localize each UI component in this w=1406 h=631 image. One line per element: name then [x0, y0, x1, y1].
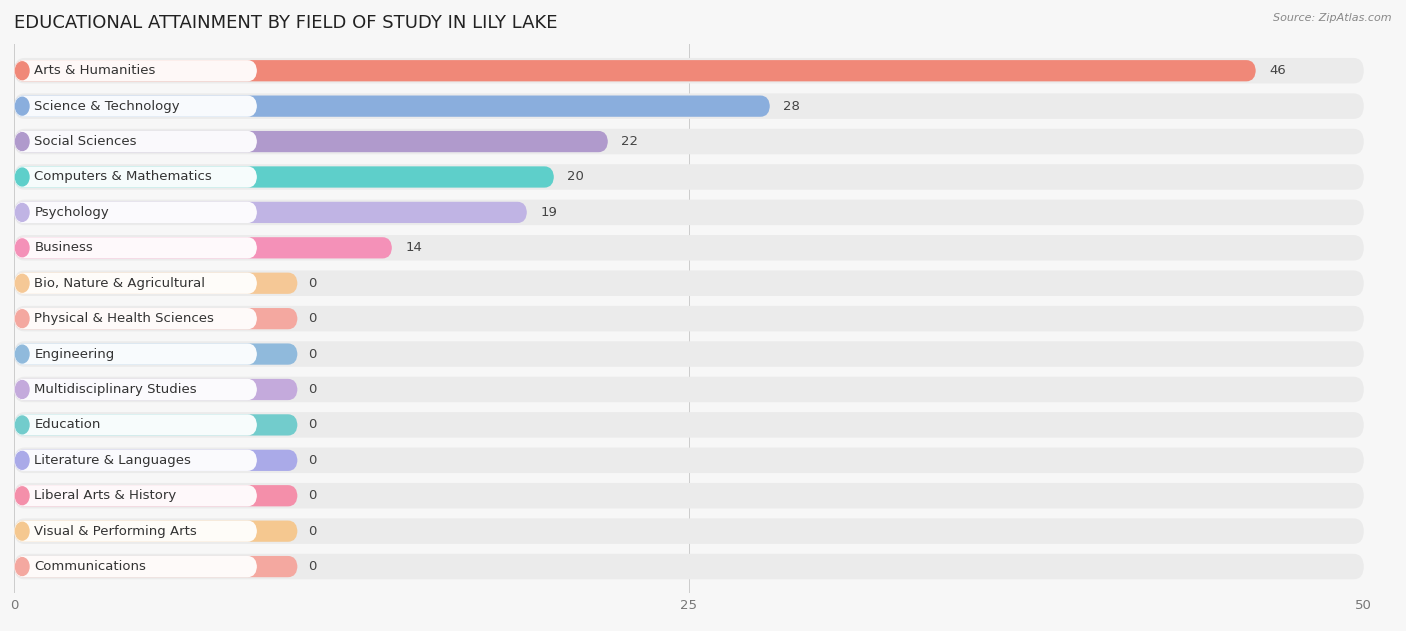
Text: 0: 0	[308, 454, 316, 467]
Text: Engineering: Engineering	[34, 348, 115, 360]
FancyBboxPatch shape	[14, 164, 1364, 190]
FancyBboxPatch shape	[14, 447, 1364, 473]
FancyBboxPatch shape	[14, 167, 554, 187]
FancyBboxPatch shape	[14, 519, 1364, 544]
FancyBboxPatch shape	[14, 379, 257, 400]
Text: Education: Education	[34, 418, 101, 432]
FancyBboxPatch shape	[14, 271, 1364, 296]
Text: Computers & Mathematics: Computers & Mathematics	[34, 170, 212, 184]
FancyBboxPatch shape	[14, 237, 392, 259]
FancyBboxPatch shape	[14, 202, 527, 223]
Circle shape	[15, 62, 30, 80]
Circle shape	[15, 416, 30, 434]
Text: Science & Technology: Science & Technology	[34, 100, 180, 113]
FancyBboxPatch shape	[14, 343, 257, 365]
Text: Psychology: Psychology	[34, 206, 110, 219]
FancyBboxPatch shape	[14, 450, 298, 471]
FancyBboxPatch shape	[14, 131, 257, 152]
Text: 46: 46	[1270, 64, 1286, 77]
FancyBboxPatch shape	[14, 95, 257, 117]
Text: 0: 0	[308, 383, 316, 396]
FancyBboxPatch shape	[14, 237, 257, 259]
Circle shape	[15, 522, 30, 540]
FancyBboxPatch shape	[14, 202, 257, 223]
FancyBboxPatch shape	[14, 308, 298, 329]
Text: Visual & Performing Arts: Visual & Performing Arts	[34, 524, 197, 538]
Text: 0: 0	[308, 524, 316, 538]
FancyBboxPatch shape	[14, 379, 298, 400]
Circle shape	[15, 380, 30, 398]
Circle shape	[15, 203, 30, 221]
Text: 0: 0	[308, 348, 316, 360]
FancyBboxPatch shape	[14, 377, 1364, 402]
Text: Business: Business	[34, 241, 93, 254]
Circle shape	[15, 310, 30, 327]
Text: Bio, Nature & Agricultural: Bio, Nature & Agricultural	[34, 277, 205, 290]
FancyBboxPatch shape	[14, 167, 257, 187]
Text: Liberal Arts & History: Liberal Arts & History	[34, 489, 177, 502]
FancyBboxPatch shape	[14, 485, 298, 506]
FancyBboxPatch shape	[14, 556, 257, 577]
Text: 0: 0	[308, 560, 316, 573]
FancyBboxPatch shape	[14, 483, 1364, 509]
FancyBboxPatch shape	[14, 306, 1364, 331]
Text: Communications: Communications	[34, 560, 146, 573]
Circle shape	[15, 168, 30, 186]
Circle shape	[15, 345, 30, 363]
FancyBboxPatch shape	[14, 415, 298, 435]
Text: 22: 22	[621, 135, 638, 148]
FancyBboxPatch shape	[14, 131, 607, 152]
FancyBboxPatch shape	[14, 521, 257, 542]
Circle shape	[15, 487, 30, 505]
Text: 0: 0	[308, 489, 316, 502]
FancyBboxPatch shape	[14, 199, 1364, 225]
FancyBboxPatch shape	[14, 58, 1364, 83]
FancyBboxPatch shape	[14, 415, 257, 435]
FancyBboxPatch shape	[14, 485, 257, 506]
FancyBboxPatch shape	[14, 273, 257, 294]
FancyBboxPatch shape	[14, 412, 1364, 438]
Text: 14: 14	[405, 241, 422, 254]
Text: 20: 20	[568, 170, 585, 184]
FancyBboxPatch shape	[14, 343, 298, 365]
FancyBboxPatch shape	[14, 129, 1364, 155]
Circle shape	[15, 274, 30, 292]
FancyBboxPatch shape	[14, 93, 1364, 119]
FancyBboxPatch shape	[14, 60, 1256, 81]
FancyBboxPatch shape	[14, 554, 1364, 579]
FancyBboxPatch shape	[14, 556, 298, 577]
Circle shape	[15, 133, 30, 150]
Text: 19: 19	[540, 206, 557, 219]
Text: Arts & Humanities: Arts & Humanities	[34, 64, 156, 77]
Text: Literature & Languages: Literature & Languages	[34, 454, 191, 467]
FancyBboxPatch shape	[14, 308, 257, 329]
FancyBboxPatch shape	[14, 235, 1364, 261]
Circle shape	[15, 451, 30, 469]
FancyBboxPatch shape	[14, 521, 298, 542]
Text: Multidisciplinary Studies: Multidisciplinary Studies	[34, 383, 197, 396]
Text: 0: 0	[308, 312, 316, 325]
Circle shape	[15, 558, 30, 575]
Text: 0: 0	[308, 418, 316, 432]
FancyBboxPatch shape	[14, 341, 1364, 367]
Text: Source: ZipAtlas.com: Source: ZipAtlas.com	[1274, 13, 1392, 23]
Text: 28: 28	[783, 100, 800, 113]
Circle shape	[15, 97, 30, 115]
Text: Social Sciences: Social Sciences	[34, 135, 136, 148]
FancyBboxPatch shape	[14, 450, 257, 471]
Text: EDUCATIONAL ATTAINMENT BY FIELD OF STUDY IN LILY LAKE: EDUCATIONAL ATTAINMENT BY FIELD OF STUDY…	[14, 13, 558, 32]
FancyBboxPatch shape	[14, 60, 257, 81]
FancyBboxPatch shape	[14, 95, 770, 117]
Text: 0: 0	[308, 277, 316, 290]
Circle shape	[15, 239, 30, 257]
Text: Physical & Health Sciences: Physical & Health Sciences	[34, 312, 214, 325]
FancyBboxPatch shape	[14, 273, 298, 294]
